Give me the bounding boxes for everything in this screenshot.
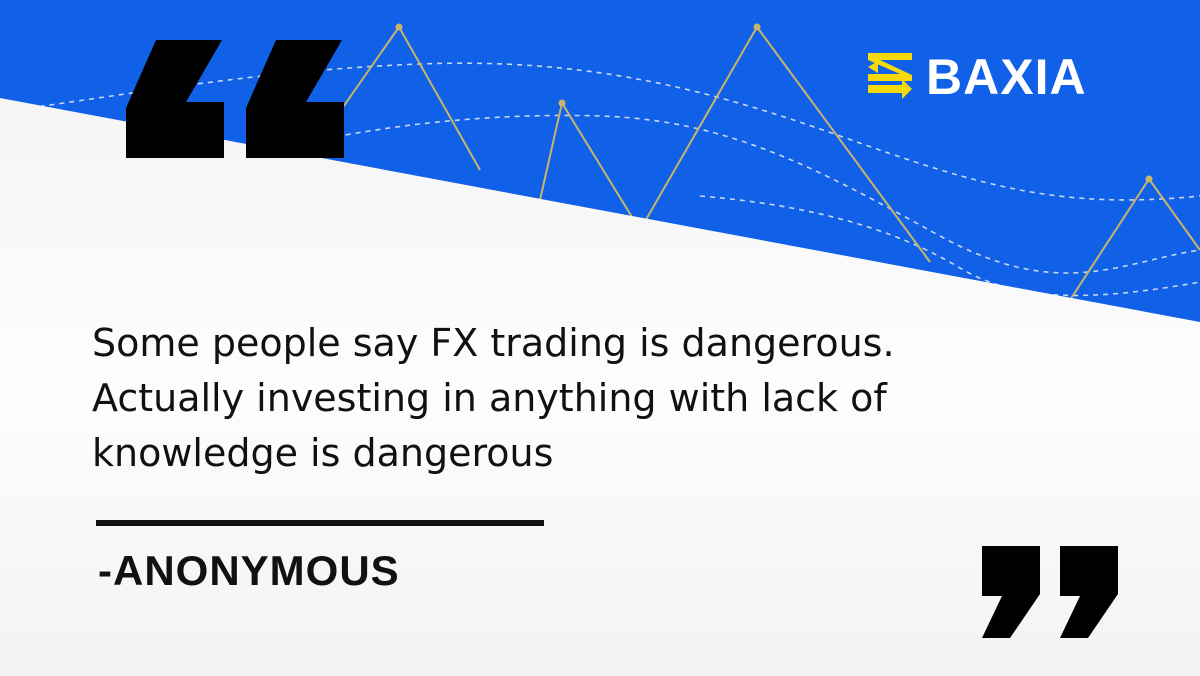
peak-dot [395, 23, 403, 31]
quote-author: -ANONYMOUS [98, 547, 400, 594]
white-diagonal-panel [0, 98, 1200, 676]
right-double-quote-icon [982, 546, 1118, 638]
peak-dot [1145, 175, 1153, 183]
quote-text: Some people say FX trading is dangerous.… [92, 316, 992, 481]
peak-dot [753, 23, 761, 31]
left-double-quote-icon [126, 40, 344, 158]
brand-logo: BAXIA [866, 50, 1087, 104]
quote-line: Some people say FX trading is dangerous. [92, 321, 895, 365]
peak-dot [558, 99, 566, 107]
divider-line [96, 520, 544, 526]
quote-line: knowledge is dangerous [92, 431, 554, 475]
dashed-wave-line-3 [699, 195, 1200, 297]
baxia-z-arrows-icon [868, 53, 912, 99]
dashed-wave-line-2 [199, 114, 1200, 274]
brand-name: BAXIA [926, 49, 1087, 105]
quote-line: Actually investing in anything with lack… [92, 376, 887, 420]
